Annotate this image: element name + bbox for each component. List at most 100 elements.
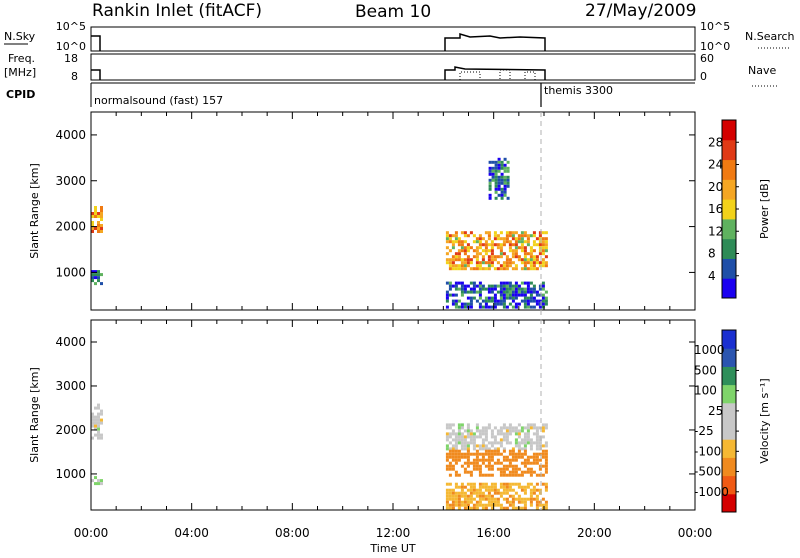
velocity-cell-4 bbox=[490, 494, 494, 498]
velocity-cell-4 bbox=[472, 485, 476, 489]
velocity-cell-2 bbox=[541, 435, 545, 439]
power-cell-2 bbox=[490, 264, 494, 268]
power-cell-0 bbox=[97, 215, 100, 218]
power-cell-2 bbox=[505, 258, 509, 262]
nsky-trace-late bbox=[444, 32, 546, 51]
power-cell-3 bbox=[463, 305, 467, 309]
velocity-cell-2 bbox=[466, 426, 470, 430]
power-cell-0 bbox=[100, 212, 103, 215]
power-cell-3 bbox=[493, 299, 497, 303]
velocity-cell-2 bbox=[478, 429, 482, 433]
power-cell-3 bbox=[508, 296, 512, 300]
power-cell-3 bbox=[493, 305, 497, 309]
velocity-cell-2 bbox=[526, 429, 530, 433]
power-cell-2 bbox=[505, 255, 509, 259]
power-cell-0 bbox=[97, 230, 100, 233]
power-cell-2 bbox=[463, 246, 467, 250]
velocity-cell-3 bbox=[535, 455, 539, 459]
power-cell-3 bbox=[541, 299, 545, 303]
power-cell-1 bbox=[97, 276, 100, 280]
power-cell-2 bbox=[532, 243, 536, 247]
power-cell-3 bbox=[499, 293, 503, 297]
velocity-cell-2 bbox=[523, 441, 527, 445]
power-cell-3 bbox=[508, 290, 512, 294]
power-cell-2 bbox=[478, 252, 482, 256]
power-cell-2 bbox=[460, 249, 464, 253]
freq-tick-top: 18 bbox=[64, 52, 78, 65]
power-cell-3 bbox=[469, 296, 473, 300]
velocity-cell-4 bbox=[445, 503, 449, 507]
velocity-cell-4 bbox=[505, 497, 509, 501]
velocity-cell-2 bbox=[496, 447, 500, 451]
velocity-cell-2 bbox=[520, 429, 524, 433]
velocity-cell-3 bbox=[463, 461, 467, 465]
velocity-cell-4 bbox=[484, 485, 488, 489]
velocity-cell-2 bbox=[460, 447, 464, 451]
power-cell-2 bbox=[520, 231, 524, 235]
power-cell-0 bbox=[100, 209, 103, 212]
velocity-cell-3 bbox=[520, 455, 524, 459]
velocity-cell-4 bbox=[490, 488, 494, 492]
velocity-cell-3 bbox=[490, 464, 494, 468]
power-cell-3 bbox=[505, 305, 509, 309]
power-cell-3 bbox=[523, 281, 527, 285]
power-cell-2 bbox=[520, 234, 524, 238]
velocity-cell-2 bbox=[544, 441, 548, 445]
colorbar-frame bbox=[721, 329, 737, 513]
power-cell-2 bbox=[502, 264, 506, 268]
velocity-cell-4 bbox=[511, 500, 515, 504]
x-tick-label: 08:00 bbox=[275, 526, 310, 540]
power-cell-3 bbox=[532, 284, 536, 288]
power-cell-2 bbox=[490, 258, 494, 262]
velocity-cell-4 bbox=[460, 485, 464, 489]
velocity-cell-2 bbox=[535, 429, 539, 433]
power-cell-2 bbox=[538, 249, 542, 253]
velocity-cell-2 bbox=[445, 423, 449, 427]
velocity-cell-2 bbox=[445, 435, 449, 439]
velocity-cell-3 bbox=[466, 449, 470, 453]
velocity-cell-2 bbox=[478, 444, 482, 448]
velocity-cell-3 bbox=[532, 455, 536, 459]
power-cell-2 bbox=[538, 252, 542, 256]
velocity-cell-0 bbox=[91, 421, 94, 425]
velocity-cell-3 bbox=[508, 452, 512, 456]
velocity-cell-2 bbox=[469, 429, 473, 433]
x-tick-label: 12:00 bbox=[376, 526, 411, 540]
power-cell-3 bbox=[475, 290, 479, 294]
panel-frame bbox=[90, 111, 696, 311]
power-cell-3 bbox=[472, 287, 476, 291]
power-cell-3 bbox=[490, 287, 494, 291]
power-cell-3 bbox=[502, 290, 506, 294]
velocity-cell-3 bbox=[448, 461, 452, 465]
power-cell-2 bbox=[538, 237, 542, 241]
velocity-cell-4 bbox=[499, 485, 503, 489]
nave-trace bbox=[459, 69, 536, 81]
velocity-cell-2 bbox=[457, 423, 461, 427]
velocity-cell-2 bbox=[448, 447, 452, 451]
velocity-cell-4 bbox=[463, 497, 467, 501]
power-cell-2 bbox=[448, 249, 452, 253]
power-cell-2 bbox=[532, 264, 536, 268]
velocity-cell-2 bbox=[454, 438, 458, 442]
velocity-cell-4 bbox=[505, 482, 509, 486]
power-cell-2 bbox=[508, 246, 512, 250]
velocity-cell-2 bbox=[472, 444, 476, 448]
power-cell-2 bbox=[511, 243, 515, 247]
velocity-cell-3 bbox=[481, 473, 485, 477]
nave-label: Nave bbox=[748, 64, 776, 77]
power-cell-3 bbox=[487, 284, 491, 288]
velocity-cell-3 bbox=[502, 464, 506, 468]
power-cell-3 bbox=[505, 290, 509, 294]
power-cell-2 bbox=[454, 267, 458, 271]
cpid-label: CPID bbox=[6, 88, 35, 101]
velocity-cell-4 bbox=[451, 506, 455, 510]
power-cell-1 bbox=[94, 273, 97, 277]
velocity-cell-3 bbox=[505, 458, 509, 462]
power-cell-0 bbox=[91, 212, 94, 215]
power-cell-3 bbox=[445, 290, 449, 294]
power-cell-3 bbox=[511, 305, 515, 309]
power-cell-2 bbox=[445, 234, 449, 238]
velocity-cell-4 bbox=[541, 503, 545, 507]
power-colorbar: 4 8 12 16 20 24 28 Power [dB] bbox=[708, 119, 771, 299]
velocity-cell-3 bbox=[535, 452, 539, 456]
